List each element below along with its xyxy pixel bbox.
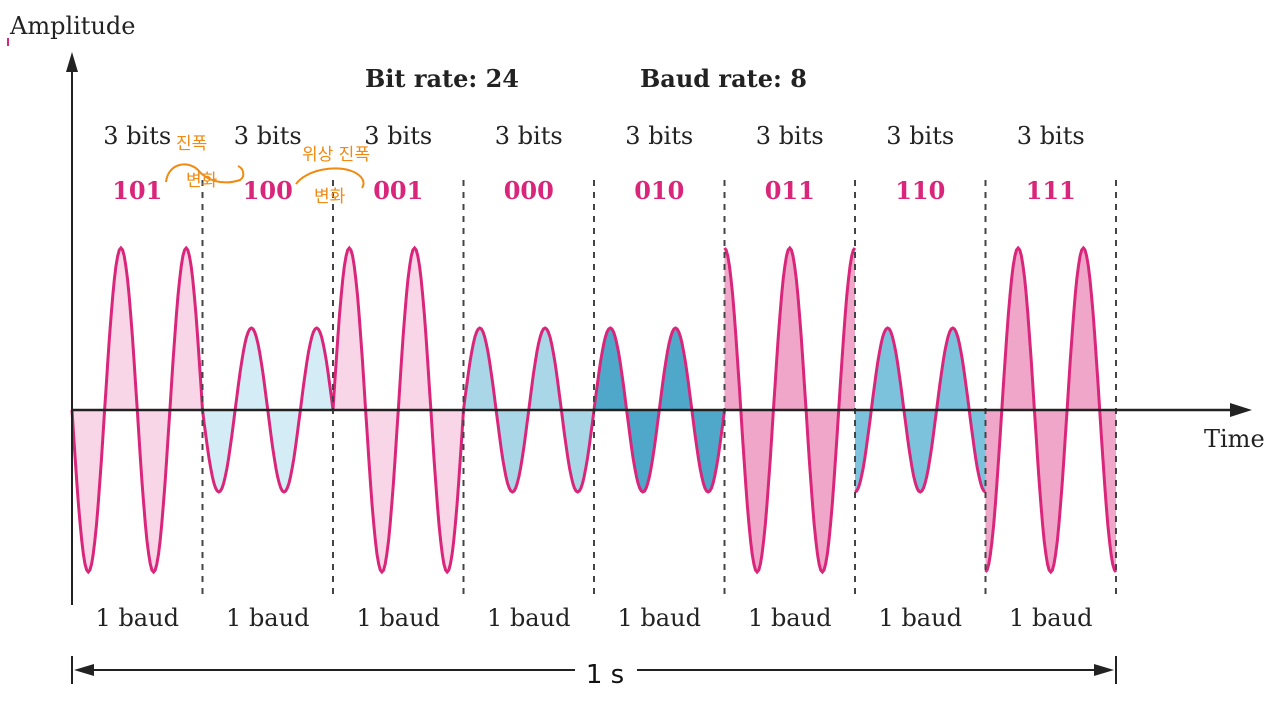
annotation-1-curve-icon (165, 163, 245, 184)
bit-value-label-2: 100 (243, 176, 293, 205)
bits-count-label-5: 3 bits (625, 122, 693, 150)
annotation-2-curve-icon (295, 167, 365, 189)
annotation-1-top: 진폭 (176, 134, 207, 154)
baud-label-2: 1 baud (226, 604, 309, 632)
baud-label-7: 1 baud (879, 604, 962, 632)
bit-rate-label: Bit rate: 24 (365, 64, 519, 93)
bits-count-label-6: 3 bits (756, 122, 824, 150)
baud-rate-label: Baud rate: 8 (640, 64, 807, 93)
bit-value-label-4: 000 (504, 176, 554, 205)
wave-line-111 (984, 245, 1118, 575)
annotation-2-top: 위상 진폭 (302, 145, 370, 165)
bit-value-label-8: 111 (1026, 176, 1076, 205)
baud-label-4: 1 baud (487, 604, 570, 632)
x-axis-label: Time (1204, 425, 1265, 453)
bit-value-label-1: 101 (112, 176, 162, 205)
bit-value-label-3: 001 (373, 176, 423, 205)
baud-dividers (201, 180, 1117, 598)
bits-count-label-3: 3 bits (364, 122, 432, 150)
baud-label-5: 1 baud (618, 604, 701, 632)
handwritten-annotations: 진폭 변화 위상 진폭 변화 (165, 134, 370, 207)
bits-count-label-1: 3 bits (103, 122, 171, 150)
duration-left-arrow-icon (74, 664, 94, 676)
annotation-1-bottom: 변화 (186, 171, 218, 191)
y-axis-label: Amplitude (9, 12, 135, 40)
bits-count-label-7: 3 bits (886, 122, 954, 150)
duration-right-arrow-icon (1094, 664, 1114, 676)
baud-label-6: 1 baud (748, 604, 831, 632)
bits-count-label-8: 3 bits (1017, 122, 1085, 150)
baud-label-1: 1 baud (96, 604, 179, 632)
wave-line-011 (723, 245, 857, 575)
bit-value-label-5: 010 (634, 176, 684, 205)
bit-value-label-6: 011 (765, 176, 815, 205)
segment-labels: 3 bits 101 1 baud 3 bits 100 1 baud 3 bits 001 1… (96, 122, 1093, 632)
annotation-2-bottom: 변화 (314, 187, 346, 207)
bit-value-label-7: 110 (895, 176, 945, 205)
wave-line-110 (854, 326, 987, 494)
bits-count-label-4: 3 bits (495, 122, 563, 150)
baud-label-8: 1 baud (1009, 604, 1092, 632)
bits-count-label-2: 3 bits (234, 122, 302, 150)
axes (7, 38, 1252, 605)
baud-label-3: 1 baud (357, 604, 440, 632)
duration-arrow (71, 656, 1117, 684)
annotation-phase-amplitude-change: 위상 진폭 변화 (295, 145, 370, 207)
duration-label: 1 s (586, 660, 624, 690)
x-axis-arrow-icon (1230, 403, 1252, 417)
annotation-amplitude-change: 진폭 변화 (165, 134, 245, 191)
y-axis-arrow-icon (66, 52, 78, 72)
